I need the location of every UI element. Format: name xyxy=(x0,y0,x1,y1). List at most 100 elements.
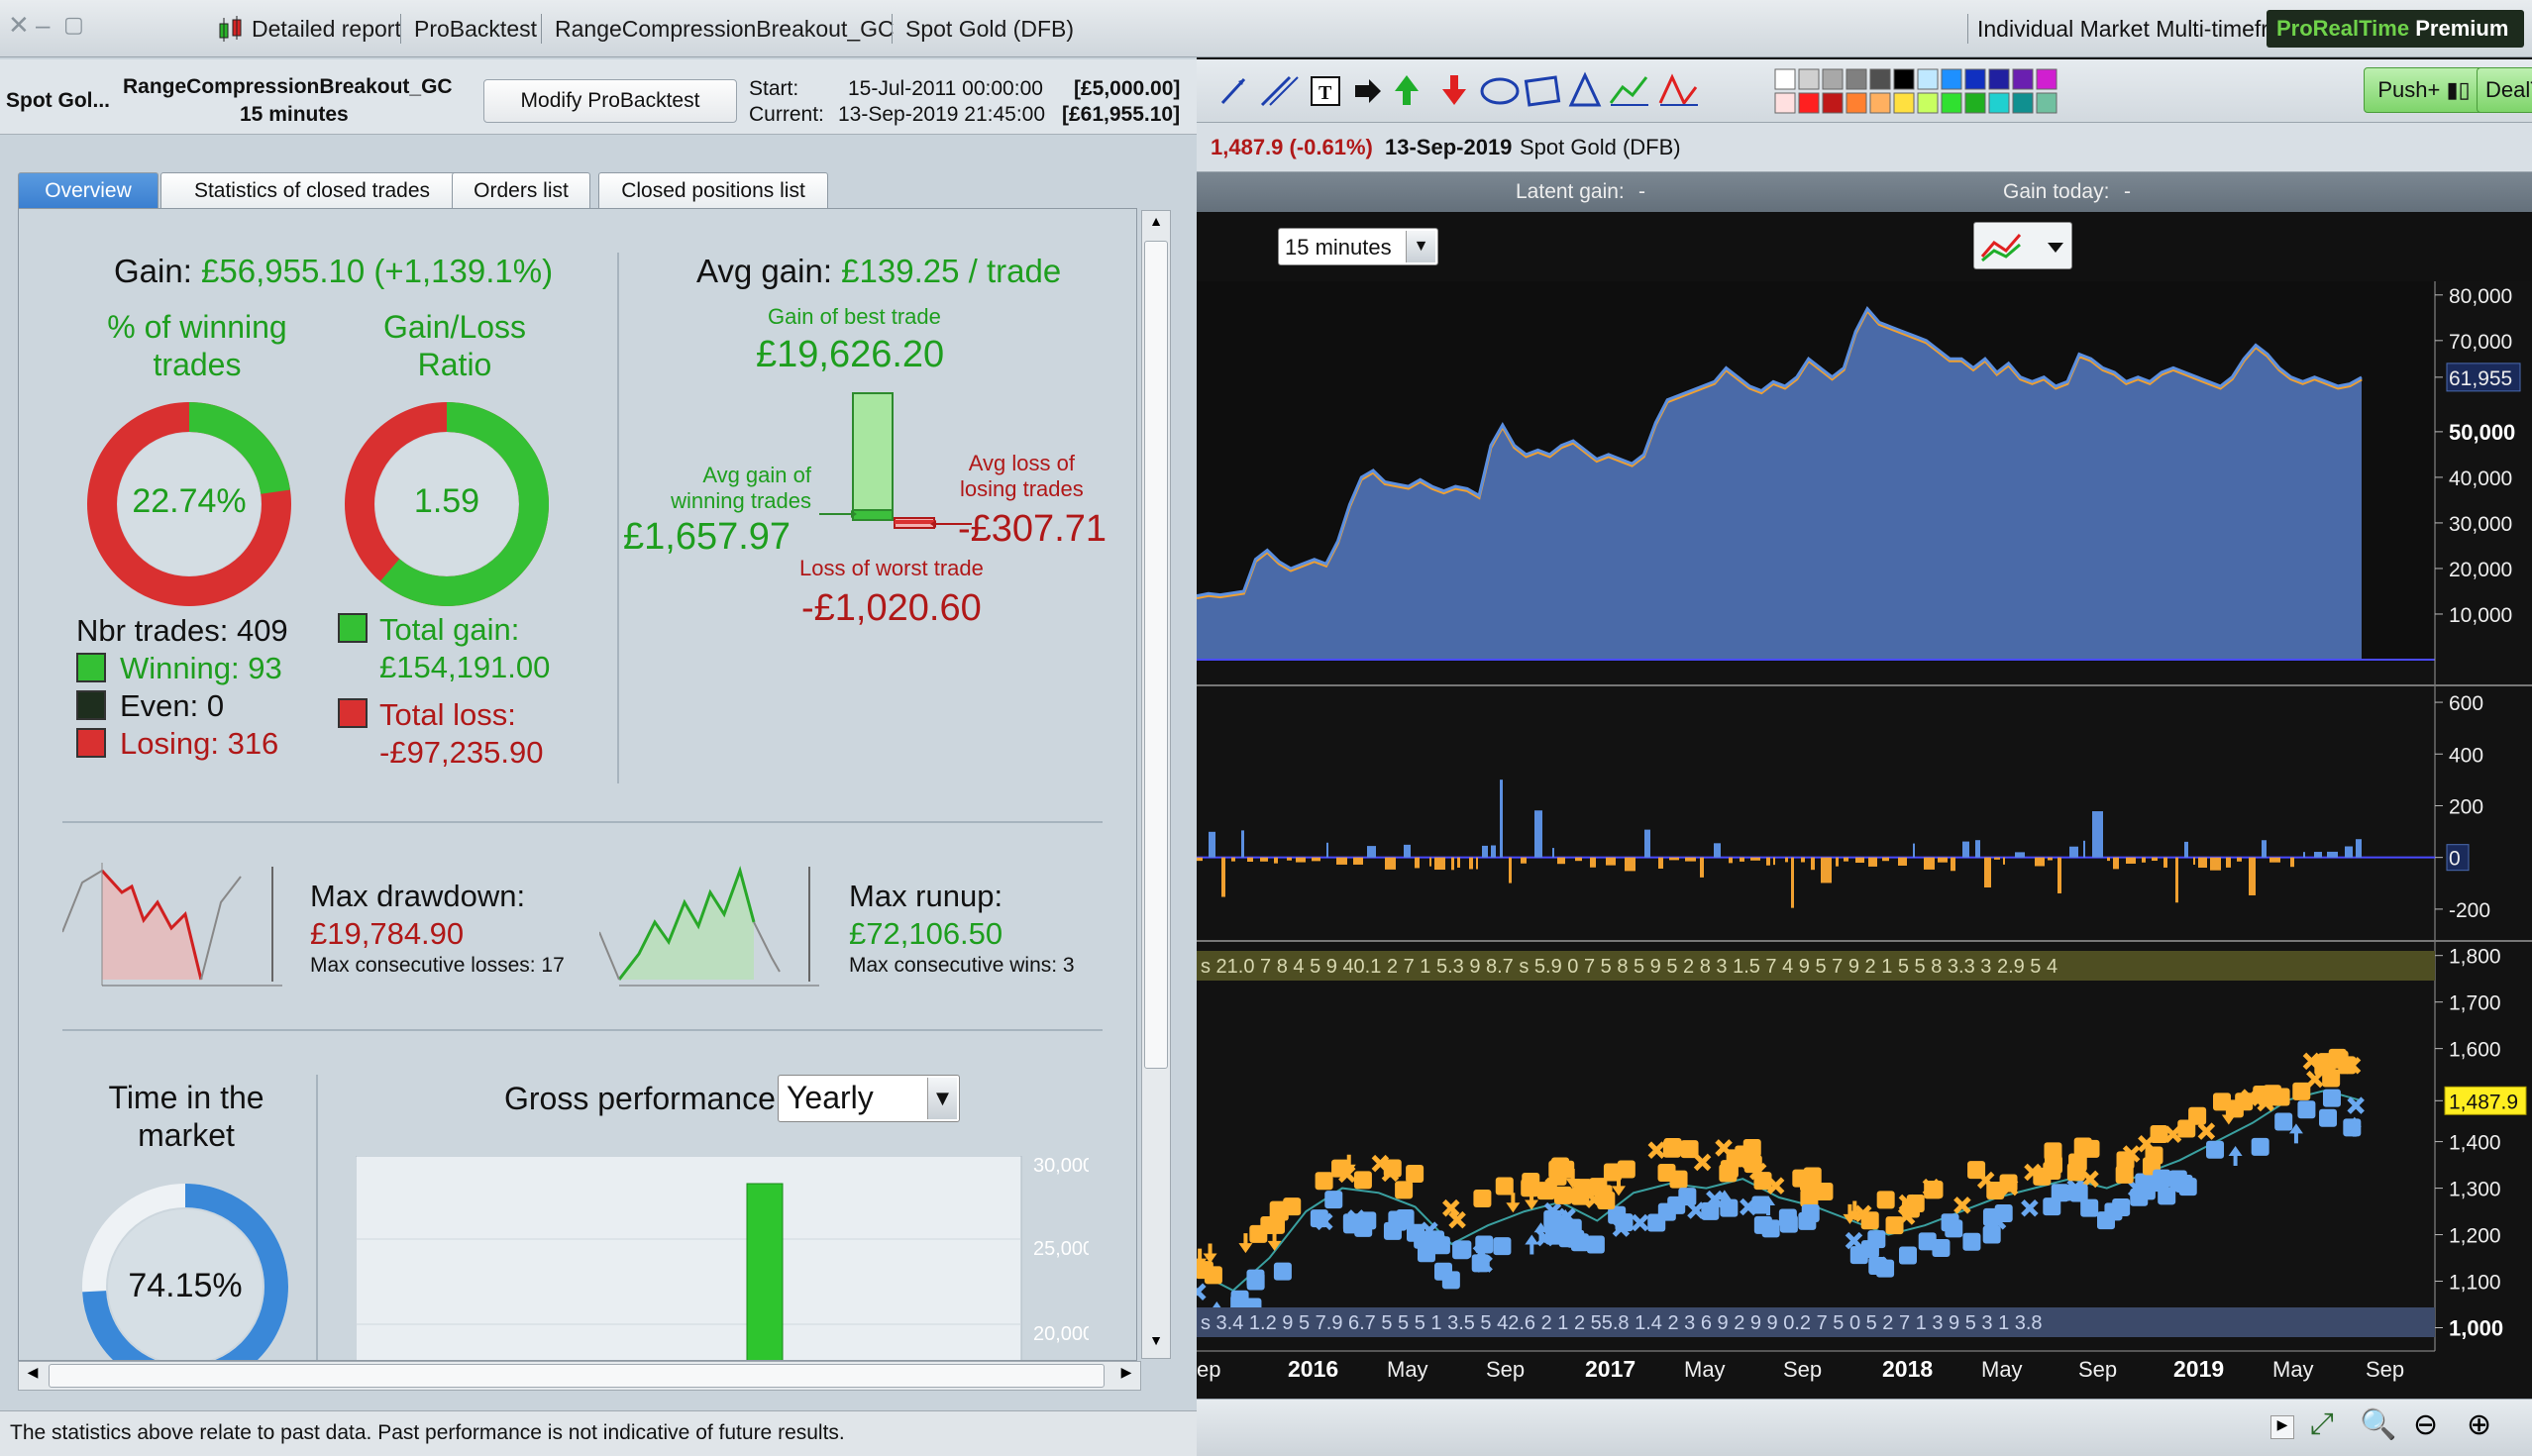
pnl-bar xyxy=(1451,857,1454,871)
palette-color[interactable] xyxy=(1798,92,1820,114)
color-palette[interactable] xyxy=(1773,65,2084,117)
timeframe-select[interactable]: 15 minutes ▼ xyxy=(1278,228,1438,265)
scroll-left-icon[interactable]: ◀ xyxy=(27,1364,39,1380)
auto-scale-icon[interactable]: ⤢ xyxy=(2310,1407,2334,1440)
timeframe-label: 15 minutes xyxy=(240,103,349,126)
fibonacci-tool-icon[interactable] xyxy=(1658,73,1698,106)
zigzag-tool-icon[interactable] xyxy=(1609,76,1648,106)
zoom-area-icon[interactable]: 🔍 xyxy=(2360,1408,2397,1441)
palette-color[interactable] xyxy=(1917,92,1939,114)
pnl-bar xyxy=(1287,857,1292,861)
palette-color[interactable] xyxy=(1822,92,1844,114)
palette-color[interactable] xyxy=(1846,68,1867,90)
pnl-bar xyxy=(2198,857,2207,869)
zoom-out-icon[interactable]: ⊖ xyxy=(2413,1408,2439,1441)
palette-color[interactable] xyxy=(1988,92,2010,114)
latent-gain-value: - xyxy=(1638,180,1645,203)
triangle-tool-icon[interactable] xyxy=(1568,71,1602,107)
palette-color[interactable] xyxy=(1798,68,1820,90)
palette-color[interactable] xyxy=(1869,68,1891,90)
push-plus-button[interactable]: Push+ ▮▯ xyxy=(2364,67,2484,113)
arrow-marker xyxy=(1506,1193,1521,1213)
palette-color[interactable] xyxy=(1846,92,1867,114)
palette-color[interactable] xyxy=(1964,68,1986,90)
tab-closed-positions-list[interactable]: Closed positions list xyxy=(598,172,828,208)
time-in-market-label: Time in the market xyxy=(108,1080,264,1153)
pnl-axis-label: 400 xyxy=(2449,744,2483,767)
rectangle-tool-icon[interactable] xyxy=(1524,75,1561,107)
palette-color[interactable] xyxy=(2012,68,2034,90)
exit-marker xyxy=(1953,1196,1971,1214)
chart-panel: Individual Market Multi-timefr ProRealTi… xyxy=(1197,0,2532,1456)
trade-marker xyxy=(2297,1100,2316,1119)
dealthru-button[interactable]: DealThru ⚡ xyxy=(2477,67,2532,113)
ellipse-tool-icon[interactable] xyxy=(1480,77,1520,105)
text-tool-icon[interactable]: T xyxy=(1311,76,1340,106)
arrow-up-icon[interactable] xyxy=(1395,75,1419,105)
palette-color[interactable] xyxy=(1941,92,1962,114)
palette-color[interactable] xyxy=(1869,92,1891,114)
pnl-bar xyxy=(1844,857,1848,862)
horizontal-scrollbar[interactable]: ◀ ▶ xyxy=(18,1361,1141,1391)
palette-color[interactable] xyxy=(1893,92,1915,114)
horizontal-scroll-thumb[interactable] xyxy=(49,1364,1105,1388)
zoom-in-icon[interactable]: ⊕ xyxy=(2467,1408,2492,1441)
trade-marker xyxy=(1417,1244,1435,1263)
pnl-bar xyxy=(2163,857,2167,868)
exit-marker xyxy=(2163,1125,2182,1143)
exit-marker xyxy=(1448,1210,1466,1229)
palette-color[interactable] xyxy=(2036,68,2057,90)
arrow-marker xyxy=(2228,1146,2243,1167)
backtest-info-bar: Spot Gol... RangeCompressionBreakout_GC … xyxy=(0,59,1197,135)
palette-color[interactable] xyxy=(1774,68,1796,90)
vertical-scroll-thumb[interactable] xyxy=(1144,241,1168,1069)
gross-performance-select[interactable]: Yearly ▼ xyxy=(778,1075,960,1122)
palette-color[interactable] xyxy=(1822,68,1844,90)
time-in-market-donut xyxy=(82,1184,288,1360)
price-chart-area[interactable]: 80,000 70,000 61,955 50,000 40,000 30,000 20,0… xyxy=(1197,281,2532,1399)
pnl-bar xyxy=(1750,857,1760,861)
start-label: Start: xyxy=(749,77,799,100)
pct-winning-label: % of winning trades xyxy=(107,309,287,382)
palette-color[interactable] xyxy=(1988,68,2010,90)
scroll-up-icon[interactable]: ▲ xyxy=(1149,213,1163,229)
arrow-right-icon[interactable] xyxy=(1355,79,1381,103)
scroll-down-icon[interactable]: ▼ xyxy=(1149,1332,1163,1348)
palette-color[interactable] xyxy=(1964,92,1986,114)
tab-statistics-closed-trades[interactable]: Statistics of closed trades xyxy=(160,172,464,208)
indicator-button[interactable] xyxy=(1973,222,2072,269)
max-consecutive-wins: Max consecutive wins: 3 xyxy=(849,954,1075,977)
palette-color[interactable] xyxy=(1893,68,1915,90)
maximize-icon[interactable]: ▢ xyxy=(63,12,84,37)
arrow-down-icon[interactable] xyxy=(1442,75,1466,105)
line-tool-icon[interactable] xyxy=(1220,77,1246,105)
pnl-bar xyxy=(1575,857,1582,862)
vertical-scrollbar[interactable]: ▲ ▼ xyxy=(1141,210,1171,1359)
trade-marker xyxy=(1876,1191,1895,1209)
pnl-bar xyxy=(1811,857,1815,871)
instrument-info-bar: 1,487.9 (-0.61%) 13-Sep-2019 Spot Gold (… xyxy=(1197,123,2532,172)
trade-marker xyxy=(2137,1182,2156,1200)
palette-color[interactable] xyxy=(1917,68,1939,90)
palette-color[interactable] xyxy=(1941,68,1962,90)
trade-marker xyxy=(1967,1161,1986,1180)
pnl-bar xyxy=(2069,846,2078,858)
tab-overview[interactable]: Overview xyxy=(18,172,158,208)
close-icon[interactable]: ✕ xyxy=(8,10,30,40)
arrow-marker xyxy=(2347,1116,2362,1137)
parallel-lines-icon[interactable] xyxy=(1260,75,1299,107)
start-value: [£5,000.00] xyxy=(1074,77,1181,100)
pnl-bar xyxy=(2303,852,2305,858)
minimize-icon[interactable]: – xyxy=(36,10,51,40)
scroll-right-icon[interactable]: ▶ xyxy=(1120,1364,1132,1380)
tab-orders-list[interactable]: Orders list xyxy=(452,172,590,208)
arrow-marker xyxy=(1203,1243,1217,1264)
pnl-bar xyxy=(1785,857,1788,863)
trade-marker xyxy=(1473,1189,1492,1207)
palette-color[interactable] xyxy=(2012,92,2034,114)
scroll-right-icon[interactable]: ▶ xyxy=(2270,1415,2294,1439)
trade-marker xyxy=(1719,1164,1738,1183)
modify-probacktest-button[interactable]: Modify ProBacktest xyxy=(483,79,737,123)
palette-color[interactable] xyxy=(1774,92,1796,114)
palette-color[interactable] xyxy=(2036,92,2057,114)
